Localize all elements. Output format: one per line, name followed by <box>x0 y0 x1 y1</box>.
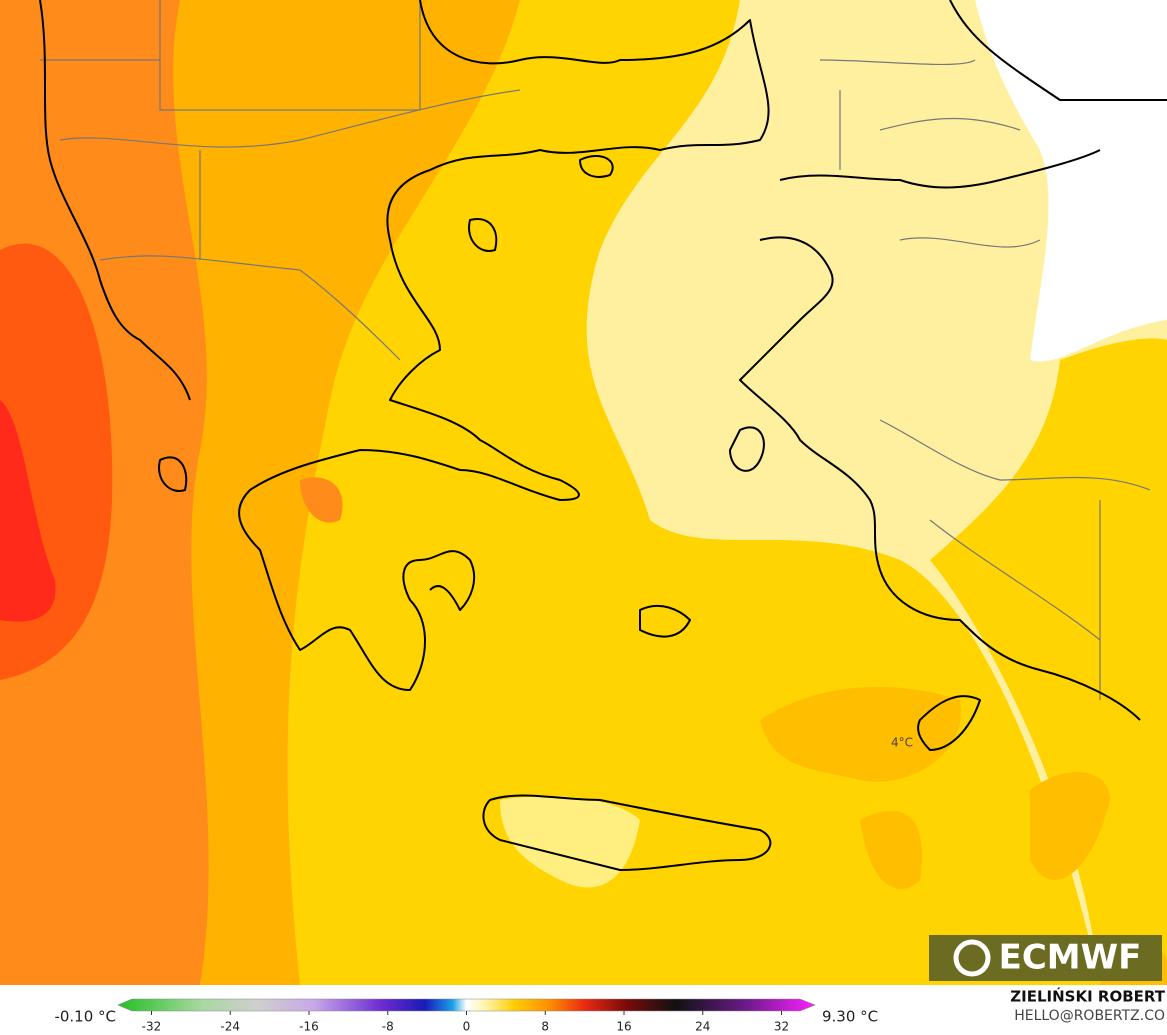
colorbar-tick-label: -32 <box>142 1020 162 1034</box>
logo: ECMWF <box>929 935 1162 981</box>
colorbar-bar <box>117 998 816 1012</box>
colorbar-tick-label: 32 <box>774 1020 789 1034</box>
field-rhodes <box>760 686 961 782</box>
coast-adriatic <box>39 0 191 401</box>
field-sw <box>0 928 53 985</box>
colorbar-min-label: -0.10 °C <box>54 1008 116 1026</box>
colorbar-tick-label: -24 <box>220 1020 240 1034</box>
author: ZIELIŃSKI ROBERT <box>1010 987 1165 1006</box>
colorbar-tick-label: -16 <box>299 1020 319 1034</box>
field-coldest <box>975 0 1167 362</box>
colorbar-tick-label: 8 <box>541 1020 549 1034</box>
field-patch <box>860 771 1167 985</box>
coast-greece <box>238 0 770 691</box>
coast-crete <box>482 794 772 871</box>
colorbar-max-label: 9.30 °C <box>822 1008 878 1026</box>
colorbar-tick-label: 16 <box>616 1020 631 1034</box>
logo-icon <box>953 939 991 977</box>
logo-text: ECMWF <box>999 938 1142 978</box>
field-peloponnese <box>300 477 343 523</box>
coast-turkey <box>739 0 1167 721</box>
colorbar: -0.10 °C 9.30 °C -32 -24 -16 -8 0 8 16 24 32 <box>54 998 878 1034</box>
map-label: 4°C <box>891 736 913 750</box>
colorbar-tick-label: 24 <box>695 1020 710 1034</box>
field-anatolia <box>930 338 1167 985</box>
colorbar-tick-label: 0 <box>463 1020 471 1034</box>
islands <box>158 155 981 751</box>
map: 4°C <box>0 0 1167 985</box>
colorbar-tick-label: -8 <box>382 1020 394 1034</box>
borders <box>40 0 1151 700</box>
field-hottest <box>0 400 56 622</box>
contact: HELLO@ROBERTZ.CO <box>1014 1008 1165 1024</box>
field-crete <box>500 796 640 888</box>
